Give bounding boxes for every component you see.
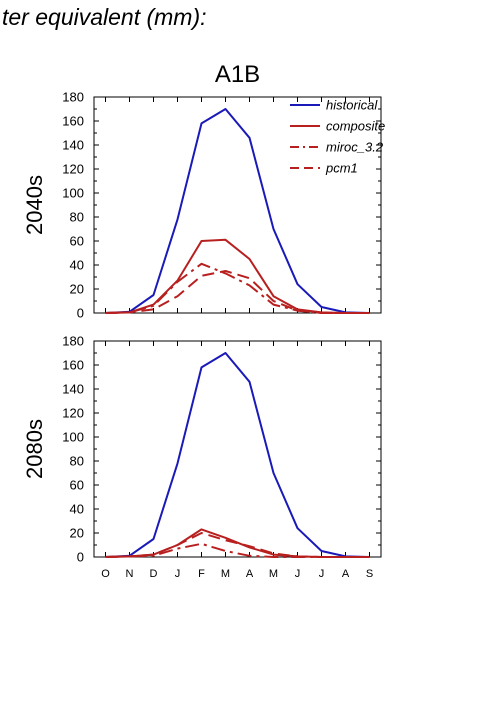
y-tick-label: 120 xyxy=(62,162,84,177)
x-tick-label: S xyxy=(366,568,373,580)
plot-frame xyxy=(93,340,382,558)
series-line-pcm1 xyxy=(105,270,370,314)
y-tick-label: 180 xyxy=(62,334,84,349)
series-line-historical xyxy=(105,352,370,558)
legend-label: composite xyxy=(326,119,385,134)
x-tick-label: M xyxy=(269,568,278,580)
y-tick-label: 180 xyxy=(62,90,84,105)
y-tick-label: 140 xyxy=(62,382,84,397)
y-tick-label: 40 xyxy=(70,258,84,273)
y-tick-label: 0 xyxy=(77,550,84,565)
y-axis-label: 2080s xyxy=(22,419,47,479)
y-tick-label: 140 xyxy=(62,138,84,153)
page-title: ter equivalent (mm): xyxy=(2,4,207,30)
legend-label: pcm1 xyxy=(325,161,358,176)
y-tick-label: 160 xyxy=(62,358,84,373)
y-tick-label: 20 xyxy=(70,282,84,297)
series-line-miroc-3-2 xyxy=(105,262,370,314)
chart-panel-2080s: 0 20 40 60 80 100 120 140 160 180 O N D J F M A M J J A S 2080… xyxy=(22,334,382,580)
legend-label: historical xyxy=(326,98,378,113)
x-tick-label: M xyxy=(221,568,230,580)
y-tick-label: 60 xyxy=(70,478,84,493)
y-tick-label: 60 xyxy=(70,234,84,249)
y-tick-label: 80 xyxy=(70,210,84,225)
y-tick-label: 20 xyxy=(70,526,84,541)
y-tick-label: 0 xyxy=(77,306,84,321)
x-tick-label: J xyxy=(175,568,181,580)
x-tick-label: D xyxy=(150,568,158,580)
x-tick-label: A xyxy=(246,568,254,580)
y-tick-label: 100 xyxy=(62,186,84,201)
x-tick-label: J xyxy=(319,568,325,580)
chart-title: A1B xyxy=(215,61,260,88)
chart-panel-2040s: 0 20 40 60 80 100 120 140 160 180 A1B 2040s historic… xyxy=(22,61,385,321)
x-tick-label: N xyxy=(126,568,134,580)
y-tick-label: 80 xyxy=(70,454,84,469)
y-tick-label: 120 xyxy=(62,406,84,421)
legend-label: miroc_3.2 xyxy=(326,140,384,155)
series-line-pcm1 xyxy=(105,532,370,558)
y-tick-label: 40 xyxy=(70,502,84,517)
x-tick-label: J xyxy=(295,568,301,580)
series-line-historical xyxy=(105,108,370,314)
y-tick-label: 100 xyxy=(62,430,84,445)
x-tick-label: O xyxy=(101,568,110,580)
x-tick-label: A xyxy=(342,568,350,580)
x-tick-label: F xyxy=(198,568,205,580)
y-tick-label: 160 xyxy=(62,114,84,129)
y-axis-label: 2040s xyxy=(22,175,47,235)
